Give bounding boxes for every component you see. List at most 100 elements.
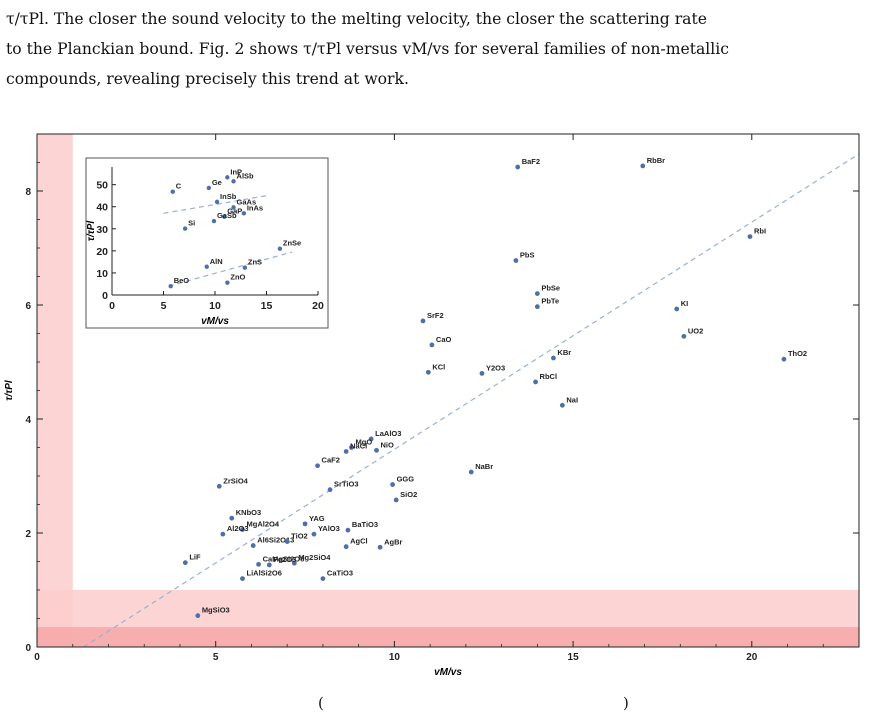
point-zrsio4 — [216, 483, 222, 489]
paragraph-line-3: compounds, revealing precisely this tren… — [6, 70, 409, 88]
fit-line — [83, 153, 860, 648]
point-label-cao: CaO — [436, 335, 452, 344]
point-label-caf2: CaF2 — [322, 456, 340, 465]
point-label-tho2: ThO2 — [788, 349, 807, 358]
point-label-pbs: PbS — [520, 251, 535, 260]
point-label-baf2: BaF2 — [522, 157, 540, 166]
point-nai — [559, 402, 565, 408]
point-mg2sio4 — [291, 560, 297, 566]
point-laalo3 — [368, 436, 374, 442]
inset-point-label-beo: BeO — [174, 276, 190, 285]
point-fe2o3 — [266, 562, 272, 568]
inset-background — [85, 157, 329, 329]
main-axis-ticks: 0 5 10 15 20 0 2 4 6 8 — [25, 133, 860, 663]
inset-point-gasb — [211, 218, 217, 224]
y-tick-label: 2 — [25, 529, 31, 540]
inset-y-tick-label: 40 — [96, 202, 108, 214]
inset-y-axis-label: τ/τPl — [86, 221, 97, 242]
x-tick-label: 10 — [389, 652, 401, 663]
point-sio2 — [393, 497, 399, 503]
point-label-tio2: TiO2 — [291, 532, 308, 541]
inset-x-tick-label: 10 — [209, 300, 221, 312]
point-label-laalo3: LaAlO3 — [375, 429, 401, 438]
main-axis-labels: vM/vs τ/τPl — [4, 380, 462, 678]
inset-x-tick-label: 0 — [109, 300, 115, 312]
inset-point-si — [182, 226, 188, 231]
inset-point-gaas — [231, 205, 236, 210]
x-tick-label: 5 — [213, 652, 219, 663]
shaded-bands — [37, 134, 859, 647]
point-rbi — [747, 234, 753, 239]
point-label-mgsio3: MgSiO3 — [202, 606, 230, 615]
inset-y-tick-label: 50 — [96, 180, 108, 192]
point-label-nio: NiO — [381, 440, 395, 449]
point-camgsi2o6 — [256, 561, 261, 567]
figure-2-chart: 0 5 10 15 20 0 2 4 6 8 BaF2 RbBr RbI PbS PbSe PbTe KI UO… — [4, 133, 860, 678]
x-tick-label: 20 — [746, 652, 758, 663]
y-tick-label: 8 — [25, 187, 31, 198]
inset-y-tick-label: 30 — [96, 224, 108, 236]
point-lialsi2o6 — [240, 576, 245, 581]
point-tho2 — [781, 356, 787, 362]
point-label-pbte: PbTe — [541, 297, 559, 306]
point-mgsio3 — [195, 613, 201, 619]
point-nabr — [468, 469, 474, 475]
point-label-rbi: RbI — [754, 227, 766, 236]
point-label-mg2sio4: Mg2SiO4 — [298, 553, 331, 562]
inset-y-tick-label: 20 — [96, 246, 108, 258]
inset-y-tick-label: 0 — [102, 290, 108, 302]
inset-point-inp — [225, 175, 230, 180]
inset-point-znse — [277, 246, 283, 251]
point-label-srf2: SrF2 — [427, 311, 444, 320]
point-cao — [429, 342, 435, 348]
point-nio — [374, 447, 379, 453]
point-label-srtio3: SrTiO3 — [334, 480, 358, 489]
inset-point-label-zns: ZnS — [248, 258, 262, 267]
point-tio2 — [284, 539, 290, 544]
inset-x-tick-label: 15 — [261, 300, 273, 312]
point-label-nai: NaI — [566, 395, 578, 404]
inset-fit-lines — [163, 195, 293, 287]
point-label-lialsi2o6: LiAlSi2O6 — [247, 569, 282, 578]
point-label-knbo3: KNbO3 — [236, 508, 261, 517]
main-data-points: BaF2 RbBr RbI PbS PbSe PbTe KI UO2 SrF2 CaO KCl Y2O… — [182, 156, 807, 619]
point-label-batio3: BaTiO3 — [352, 520, 378, 529]
point-knbo3 — [229, 515, 235, 521]
inset-point-label-gaas: GaAs — [237, 197, 257, 206]
point-label-y2o3: Y2O3 — [486, 363, 505, 372]
point-label-agcl: AgCl — [350, 537, 368, 546]
fit-line-dashed — [83, 153, 860, 648]
inset-point-insb — [214, 199, 220, 205]
point-agcl — [343, 544, 349, 550]
point-uo2 — [681, 333, 687, 339]
paragraph-line-2: to the Planckian bound. Fig. 2 shows τ/τ… — [6, 40, 729, 58]
inset-point-label-inp: InP — [230, 167, 242, 176]
inset-point-gap — [222, 214, 227, 219]
point-y2o3 — [479, 371, 485, 376]
inset-point-alsb — [231, 179, 236, 184]
inset-point-label-gasb: GaSb — [217, 211, 237, 220]
point-al2o3 — [220, 531, 226, 537]
point-label-nabr: NaBr — [475, 462, 493, 471]
inset-point-label-znse: ZnSe — [283, 239, 301, 248]
point-catio3 — [320, 576, 326, 581]
point-nacl — [343, 449, 349, 454]
point-lif — [182, 560, 188, 566]
point-srf2 — [420, 318, 426, 324]
point-label-sio2: SiO2 — [400, 490, 417, 499]
point-yag — [302, 521, 308, 527]
inset-point-label-alsb: AlSb — [237, 171, 255, 180]
inset-axis-ticks: 0 5 10 15 20 0 10 20 30 40 50 — [96, 180, 324, 312]
point-al6si2o13 — [250, 543, 256, 548]
point-pbte — [534, 304, 540, 310]
inset-point-inas — [241, 211, 247, 216]
y-tick-label: 6 — [25, 301, 31, 312]
point-ki — [674, 306, 680, 312]
point-rbbr — [640, 163, 646, 169]
point-label-mgo: MgO — [356, 438, 373, 447]
inset-point-c — [170, 189, 175, 194]
point-label-kbr: KBr — [557, 348, 571, 357]
point-batio3 — [345, 527, 351, 533]
inset-point-label-gap: GaP — [227, 207, 242, 216]
